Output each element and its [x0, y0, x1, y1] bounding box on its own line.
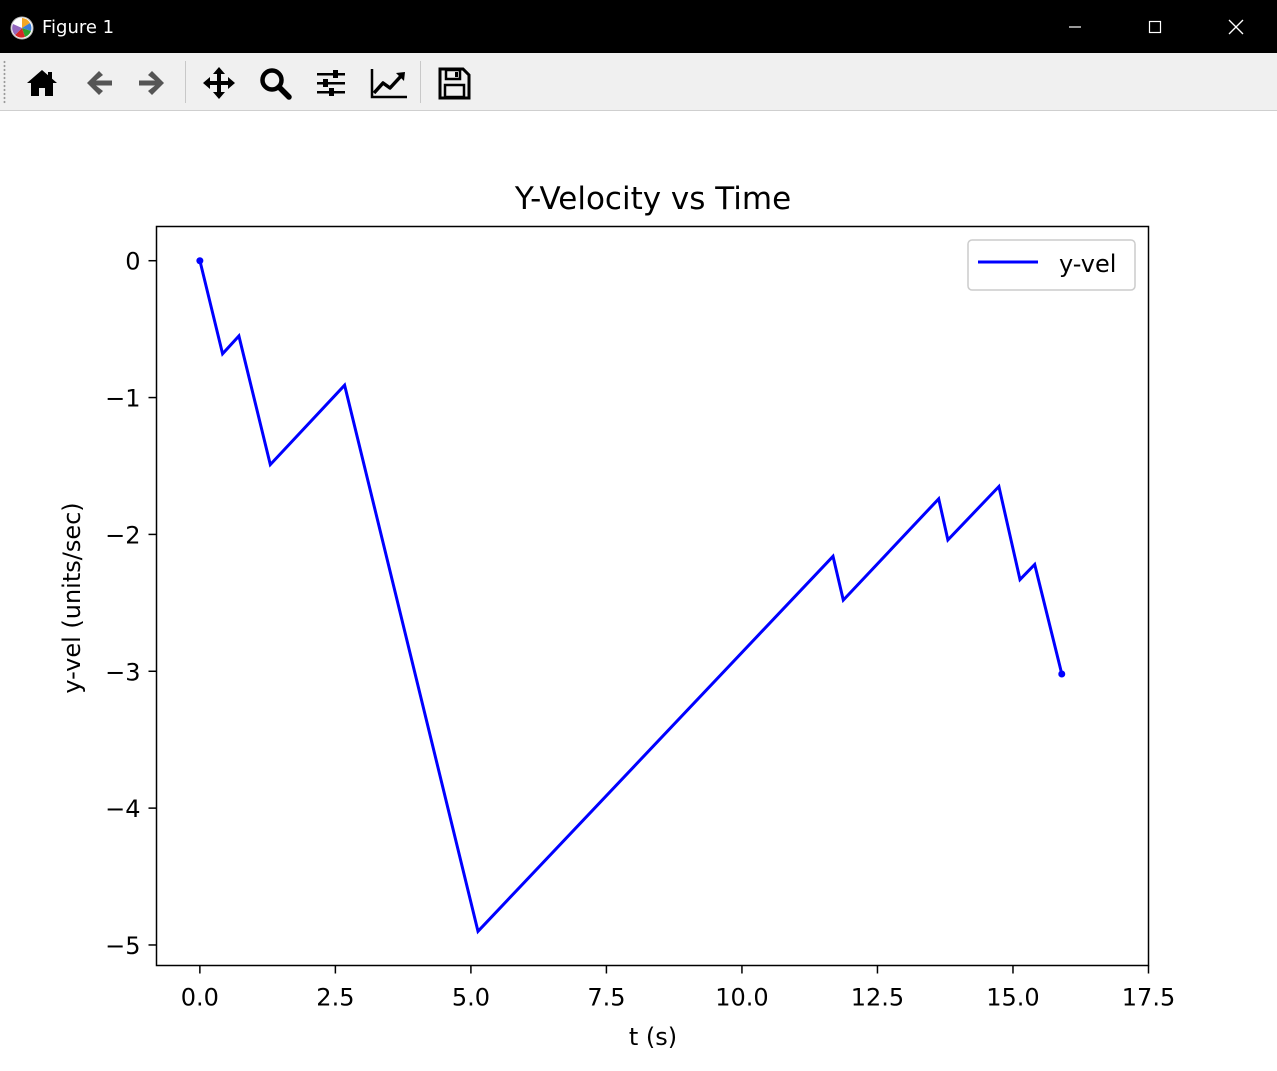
x-tick-label: 12.5 [851, 984, 904, 1012]
close-icon [1228, 19, 1244, 35]
matplotlib-logo-icon [10, 16, 34, 40]
edit-axes-button[interactable] [365, 61, 409, 105]
data-point-marker [1058, 670, 1066, 678]
window-title: Figure 1 [42, 17, 115, 38]
y-tick-label: 0 [125, 248, 140, 276]
x-tick-label: 15.0 [986, 984, 1039, 1012]
line-chart-icon [370, 69, 407, 99]
sliders-icon [317, 70, 345, 96]
line-chart[interactable]: Y-Velocity vs Time t (s) y-vel (units/se… [0, 110, 1277, 1071]
floppy-disk-icon [438, 67, 471, 100]
configure-subplots-button[interactable] [309, 61, 353, 105]
window-title-bar: Figure 1 [0, 0, 1277, 53]
y-tick-label: −4 [105, 795, 140, 823]
x-tick-label: 17.5 [1122, 984, 1175, 1012]
zoom-button[interactable] [253, 61, 297, 105]
series-line-y-vel [198, 260, 1064, 935]
y-tick-label: −5 [105, 932, 140, 960]
magnifier-icon [260, 68, 292, 100]
toolbar-separator [420, 61, 421, 103]
x-tick-label: 5.0 [452, 984, 490, 1012]
legend-label: y-vel [1059, 250, 1116, 278]
legend: y-vel [967, 239, 1136, 291]
maximize-button[interactable] [1135, 10, 1175, 44]
home-button[interactable] [20, 61, 64, 105]
maximize-icon [1148, 20, 1162, 34]
back-button[interactable] [76, 61, 120, 105]
save-button[interactable] [432, 61, 476, 105]
pan-button[interactable] [197, 61, 241, 105]
y-tick-label: −3 [105, 658, 140, 686]
chart-title: Y-Velocity vs Time [514, 181, 791, 217]
y-tick-label: −1 [105, 385, 140, 413]
data-point-marker [196, 257, 204, 265]
forward-button[interactable] [131, 61, 175, 105]
arrow-left-icon [87, 71, 112, 95]
x-tick-label: 0.0 [181, 984, 219, 1012]
plot-frame [155, 225, 1150, 967]
x-tick-label: 2.5 [316, 984, 354, 1012]
close-button[interactable] [1216, 10, 1256, 44]
minimize-button[interactable] [1055, 10, 1095, 44]
arrow-right-icon [139, 71, 164, 95]
move-arrows-icon [203, 67, 235, 99]
y-tick-label: −2 [105, 521, 140, 549]
navigation-toolbar [0, 53, 1277, 111]
x-axis-label: t (s) [629, 1023, 677, 1051]
home-icon [27, 70, 57, 96]
legend-box [967, 239, 1136, 291]
toolbar-separator [185, 61, 186, 103]
x-tick-label: 10.0 [715, 984, 768, 1012]
y-axis-label: y-vel (units/sec) [58, 502, 86, 693]
toolbar-grip[interactable] [3, 60, 6, 104]
minimize-icon [1069, 26, 1081, 28]
x-tick-label: 7.5 [587, 984, 625, 1012]
